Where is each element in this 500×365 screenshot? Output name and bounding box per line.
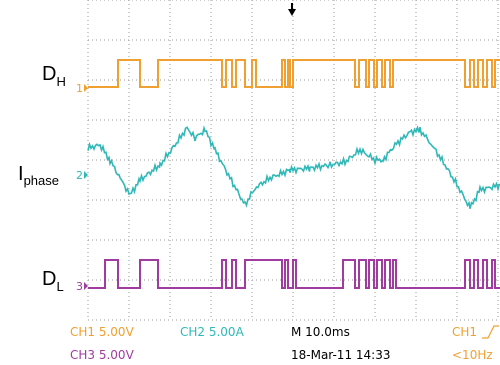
scope-screenshot: DH Iphase DL 1 2 3 CH1 5.00V CH2 5.00A M… — [0, 0, 500, 365]
date-time: 18-Mar-11 14:33 — [291, 348, 390, 362]
dh-label: DH — [42, 63, 66, 89]
dl-label: DL — [42, 268, 64, 294]
ch2-marker-arrow — [84, 171, 88, 179]
ch2-marker: 2 — [76, 169, 83, 182]
dl-trace — [88, 260, 500, 288]
ch2-scale: CH2 5.00A — [180, 325, 245, 339]
trigger-source: CH1 — [452, 325, 477, 339]
trigger-slope — [482, 326, 499, 338]
trigger-arrow — [288, 9, 296, 16]
dh-trace — [88, 60, 500, 87]
timebase: M 10.0ms — [291, 325, 350, 339]
iphase-label: Iphase — [18, 163, 59, 188]
ch1-scale: CH1 5.00V — [70, 325, 135, 339]
ch3-marker-arrow — [84, 282, 88, 290]
ch3-scale: CH3 5.00V — [70, 348, 135, 362]
trigger-frequency: <10Hz — [452, 348, 493, 362]
ch1-marker: 1 — [76, 82, 83, 95]
ch1-marker-arrow — [84, 84, 88, 92]
phase-current-trace — [88, 127, 500, 209]
ch3-marker: 3 — [76, 280, 83, 293]
